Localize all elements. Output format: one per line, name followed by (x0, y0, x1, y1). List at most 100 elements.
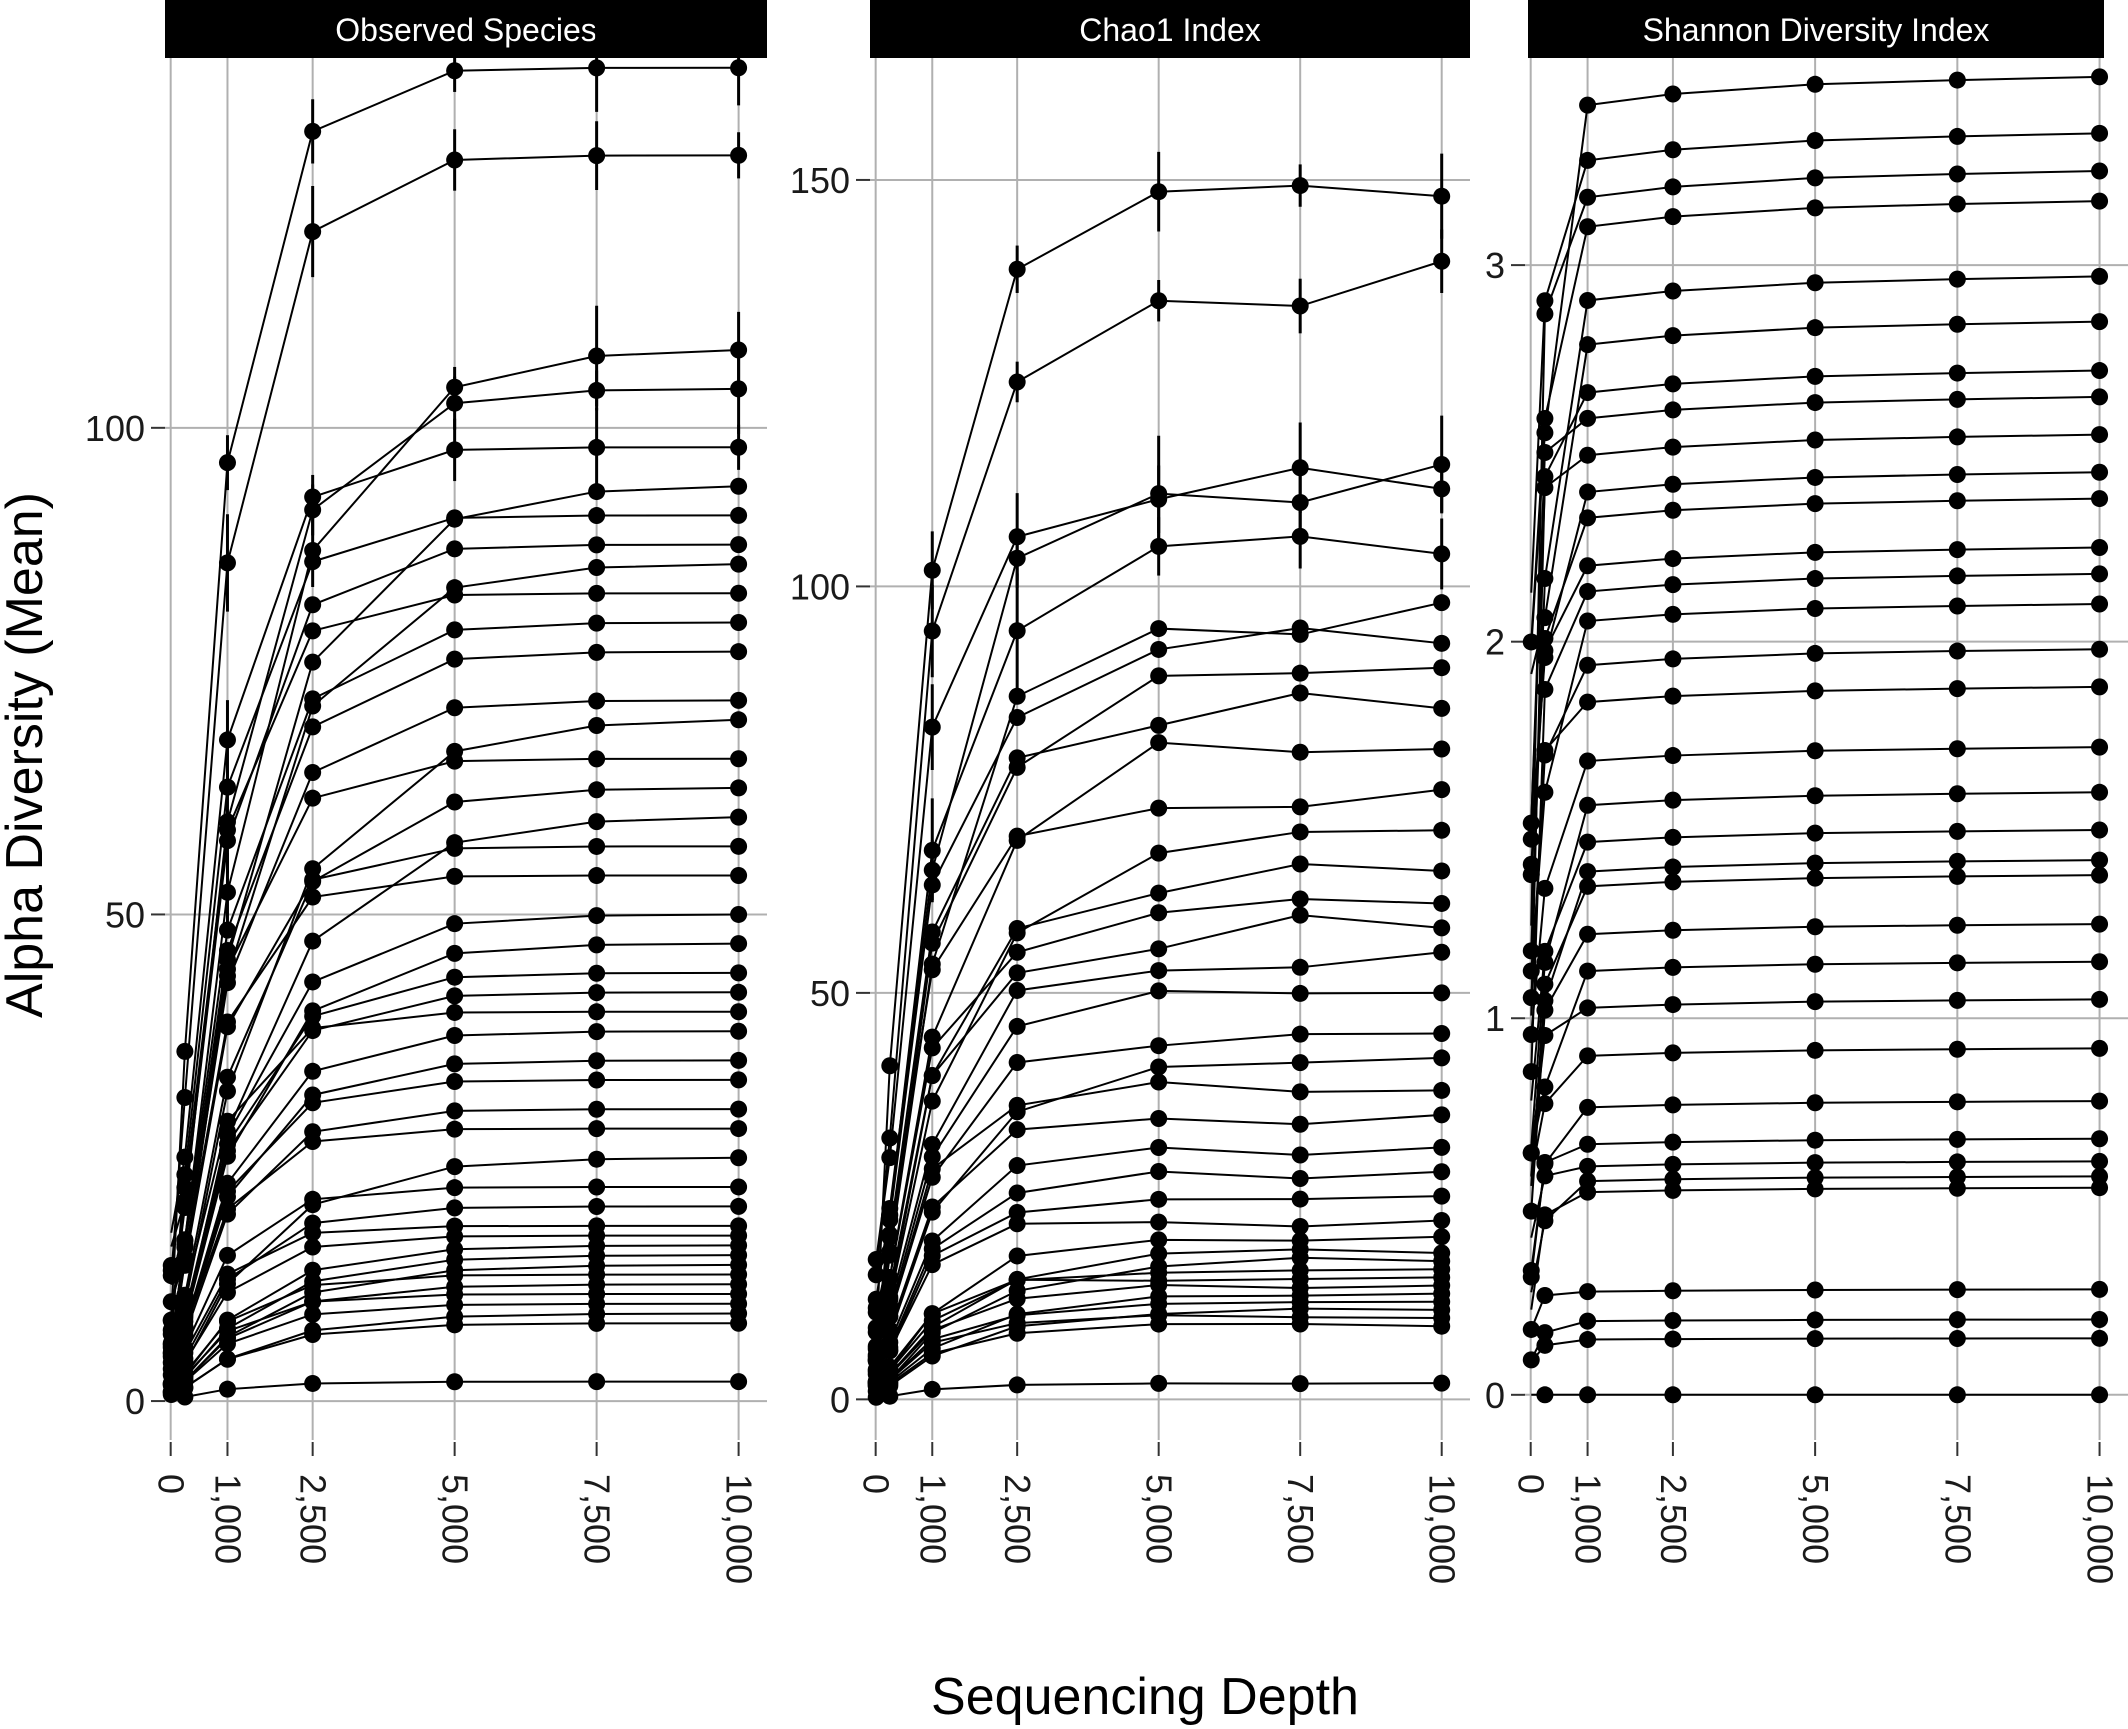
data-point (1948, 1040, 1966, 1058)
data-point (1806, 824, 1824, 842)
data-point (2091, 953, 2109, 971)
data-point (730, 477, 748, 495)
panel-title: Chao1 Index (1079, 12, 1260, 48)
data-point (1806, 1311, 1824, 1329)
data-point (1579, 693, 1597, 711)
data-point (1522, 1144, 1540, 1162)
data-point (1579, 962, 1597, 980)
data-point (1806, 431, 1824, 449)
data-point (1806, 131, 1824, 149)
data-point (1522, 1202, 1540, 1220)
data-point (2091, 1130, 2109, 1148)
data-point (304, 1022, 322, 1040)
data-point (1150, 640, 1168, 658)
data-point (1291, 1115, 1309, 1133)
data-point (1536, 444, 1554, 462)
data-point (1536, 879, 1554, 897)
data-point (1664, 401, 1682, 419)
data-point (1948, 852, 1966, 870)
data-point (1806, 274, 1824, 292)
data-point (1579, 1283, 1597, 1301)
data-point (304, 1062, 322, 1080)
data-point (1150, 1213, 1168, 1231)
data-point (1579, 999, 1597, 1017)
data-point (218, 1311, 236, 1329)
data-point (588, 964, 606, 982)
data-point (1806, 468, 1824, 486)
data-point (1579, 925, 1597, 943)
data-point (176, 1355, 194, 1373)
data-point (1291, 1054, 1309, 1072)
data-point (446, 1027, 464, 1045)
data-point (218, 1082, 236, 1100)
data-point (1433, 1187, 1451, 1205)
data-point (1948, 785, 1966, 803)
data-point (1806, 993, 1824, 1011)
data-point (446, 834, 464, 852)
data-point (1806, 1169, 1824, 1187)
data-point (446, 1199, 464, 1217)
data-point (1522, 1320, 1540, 1338)
data-point (730, 867, 748, 885)
data-point (1948, 1168, 1966, 1186)
data-point (1522, 942, 1540, 960)
data-point (446, 1120, 464, 1138)
panel-strip (1528, 0, 2104, 58)
data-point (1291, 1025, 1309, 1043)
data-point (2091, 595, 2109, 613)
data-point (446, 867, 464, 885)
data-point (1433, 1374, 1451, 1392)
data-point (1536, 1212, 1554, 1230)
data-point (2091, 783, 2109, 801)
data-point (730, 905, 748, 923)
data-point (730, 1149, 748, 1167)
data-point (304, 764, 322, 782)
data-point (730, 837, 748, 855)
data-point (2091, 640, 2109, 658)
data-point (588, 692, 606, 710)
data-point (1291, 1190, 1309, 1208)
data-point (1664, 828, 1682, 846)
data-point (1433, 1106, 1451, 1124)
data-point (923, 934, 941, 952)
data-point (1008, 1103, 1026, 1121)
data-point (1291, 855, 1309, 873)
data-point (1433, 659, 1451, 677)
data-point (588, 536, 606, 554)
data-point (1008, 1157, 1026, 1175)
data-point (1008, 1270, 1026, 1288)
data-point (1806, 543, 1824, 561)
data-point (1806, 570, 1824, 588)
data-point (1579, 1157, 1597, 1175)
data-point (1150, 982, 1168, 1000)
data-point (446, 699, 464, 717)
data-point (1008, 964, 1026, 982)
data-point (1948, 428, 1966, 446)
x-tick-label: 0 (856, 1474, 897, 1494)
data-point (881, 1057, 899, 1075)
data-point (730, 1051, 748, 1069)
data-point (1806, 75, 1824, 93)
data-point (1948, 1093, 1966, 1111)
data-point (304, 697, 322, 715)
data-point (588, 984, 606, 1002)
data-point (1948, 195, 1966, 213)
data-point (1806, 1281, 1824, 1299)
data-point (1150, 716, 1168, 734)
x-tick-label: 1,000 (912, 1474, 953, 1564)
data-point (1579, 1386, 1597, 1404)
data-point (1664, 921, 1682, 939)
data-point (1664, 141, 1682, 159)
data-point (730, 1100, 748, 1118)
data-point (2091, 990, 2109, 1008)
data-point (1664, 650, 1682, 668)
data-point (2091, 821, 2109, 839)
data-point (730, 1178, 748, 1196)
data-point (881, 1361, 899, 1379)
x-tick-label: 2,500 (997, 1474, 1038, 1564)
data-point (588, 643, 606, 661)
data-point (1806, 1330, 1824, 1348)
data-point (1433, 862, 1451, 880)
data-point (1948, 991, 1966, 1009)
data-point (304, 932, 322, 950)
